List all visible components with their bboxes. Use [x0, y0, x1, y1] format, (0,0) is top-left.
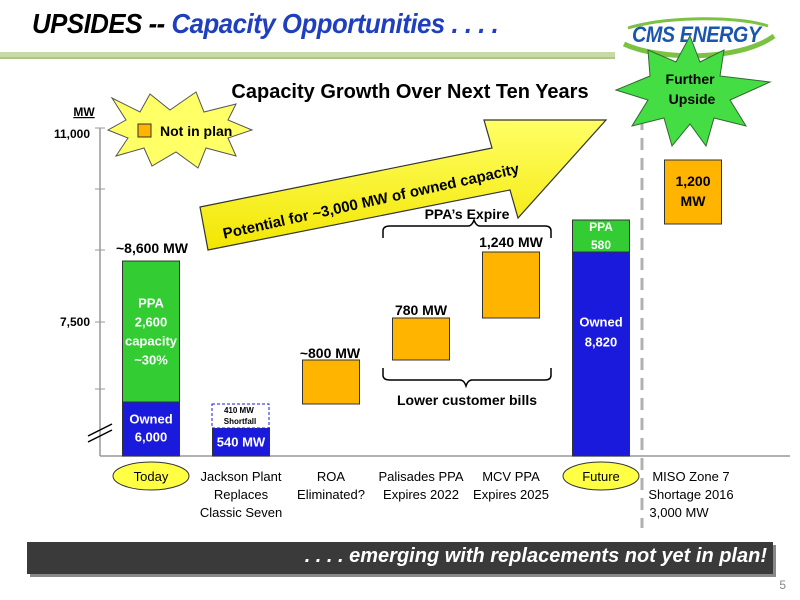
- bar-today-ppa: [122, 260, 180, 403]
- cms-energy-logo: CMS ENERGY: [618, 14, 780, 62]
- bar-today-owned-label: Owned 6,000: [129, 412, 172, 445]
- logo-text: CMS ENERGY: [632, 22, 761, 47]
- category-label-1: Jackson Plant Replaces Classic Seven: [200, 469, 282, 520]
- bar-miso-label: 1,200 MW: [675, 173, 710, 209]
- category-highlight-5: [562, 461, 640, 491]
- potential-arrow: Potential for ~3,000 MW of owned capacit…: [199, 119, 608, 251]
- axis-break-1: [87, 423, 113, 437]
- bar-today-ppa-label-line: PPA: [138, 296, 164, 311]
- further-upside-line-1: Further: [666, 71, 716, 87]
- bar-future-owned-label-line: 8,820: [585, 335, 618, 350]
- chart-title: Capacity Growth Over Next Ten Years: [231, 81, 588, 103]
- category-label-line: Expires 2022: [383, 487, 459, 502]
- shortfall-label: 410 MW Shortfall: [224, 406, 256, 426]
- logo-swoosh-icon: [622, 17, 776, 59]
- y-tick-label-11000: 11,000: [54, 127, 90, 141]
- bar-today-owned-label-line: Owned: [129, 412, 172, 427]
- page-title: UPSIDES -- Capacity Opportunities . . . …: [32, 8, 499, 40]
- legend-swatch: [137, 123, 152, 138]
- category-label-line: Replaces: [214, 487, 269, 502]
- category-labels: Today Jackson Plant Replaces Classic Seven R…: [112, 461, 734, 520]
- title-rule: [0, 52, 615, 59]
- bar-miso-label-line: MW: [681, 193, 707, 209]
- capacity-chart: Capacity Growth Over Next Ten Years MW 1…: [54, 34, 790, 528]
- page-number: 5: [779, 578, 786, 592]
- ppa-expire-label: PPA’s Expire: [425, 206, 510, 222]
- category-label-4: MCV PPA Expires 2025: [473, 469, 549, 502]
- bar-mcv: [482, 251, 540, 319]
- category-label-line: Jackson Plant: [201, 469, 282, 484]
- category-label-0: Today: [134, 469, 169, 484]
- bar-miso: [664, 159, 722, 225]
- bar-today-owned: [122, 401, 180, 457]
- bar-future-owned-label: Owned 8,820: [579, 315, 622, 350]
- footer-banner: . . . . emerging with replacements not y…: [27, 542, 773, 574]
- bar-today-ppa-label: PPA 2,600 capacity ~30%: [125, 296, 178, 368]
- shortfall-box: [211, 403, 270, 429]
- y-tick-label-7500: 7,500: [60, 315, 90, 329]
- bar-future-ppa-label: PPA 580: [589, 220, 613, 252]
- category-label-line: 3,000 MW: [649, 505, 709, 520]
- title-part-1: UPSIDES --: [32, 8, 165, 39]
- bar-roa: [302, 359, 360, 405]
- bars-group: Owned 6,000 PPA 2,600 capacity ~30% 540 MW Owne…: [122, 159, 722, 457]
- category-label-line: Future: [582, 469, 620, 484]
- title-rule-line: [0, 57, 615, 59]
- bar-today-ppa-label-line: ~30%: [134, 353, 168, 368]
- bar-miso-label-line: 1,200: [675, 173, 710, 189]
- category-label-line: Palisades PPA: [378, 469, 463, 484]
- y-axis-label: MW: [73, 105, 95, 119]
- lower-bills-label: Lower customer bills: [397, 392, 537, 408]
- category-label-5: Future: [582, 469, 620, 484]
- bar-future-ppa: [572, 219, 630, 253]
- bar-today-owned-label-line: 6,000: [135, 430, 168, 445]
- category-highlight-0: [112, 461, 190, 491]
- today-total-label: ~8,600 MW: [116, 240, 189, 256]
- category-label-line: ROA: [317, 469, 346, 484]
- category-label-6: MISO Zone 7 Shortage 2016 3,000 MW: [648, 469, 733, 520]
- legend-label: Not in plan: [160, 123, 232, 139]
- bar-jackson-label: 540 MW: [217, 435, 266, 450]
- footer-text: . . . . emerging with replacements not y…: [304, 545, 767, 567]
- category-label-line: Today: [134, 469, 169, 484]
- bar-future-owned-label-line: Owned: [579, 315, 622, 330]
- shortfall-line-1: 410 MW: [224, 406, 254, 415]
- bar-palisades: [392, 317, 450, 361]
- further-upside-shape: [614, 34, 772, 148]
- bar-future-owned: [572, 251, 630, 457]
- further-upside-line-2: Upside: [669, 91, 716, 107]
- palisades-total-label: 780 MW: [395, 302, 448, 318]
- bar-jackson: [212, 427, 270, 457]
- category-label-line: MCV PPA: [482, 469, 540, 484]
- bar-future-ppa-label-line: PPA: [589, 220, 613, 234]
- category-label-line: Expires 2025: [473, 487, 549, 502]
- lower-bills-bracket: [382, 368, 552, 389]
- category-label-line: Eliminated?: [297, 487, 365, 502]
- axis-break-2: [87, 429, 113, 443]
- bar-today-ppa-label-line: capacity: [125, 334, 178, 349]
- category-label-line: Shortage 2016: [648, 487, 733, 502]
- bar-today-ppa-label-line: 2,600: [135, 315, 168, 330]
- further-upside-label: Further Upside: [666, 71, 719, 107]
- title-part-2: Capacity Opportunities . . . .: [171, 8, 499, 39]
- arrow-shape: [199, 119, 608, 251]
- bar-jackson-label-line: 540 MW: [217, 435, 266, 450]
- category-label-line: MISO Zone 7: [652, 469, 729, 484]
- roa-total-label: ~800 MW: [300, 345, 361, 361]
- legend-burst-shape: [106, 91, 254, 169]
- ppa-expire-bracket: [382, 217, 552, 238]
- shortfall-line-2: Shortfall: [224, 417, 256, 426]
- bar-future-ppa-label-line: 580: [591, 238, 611, 252]
- category-label-2: ROA Eliminated?: [297, 469, 365, 502]
- legend-burst: Not in plan: [106, 91, 254, 169]
- category-label-3: Palisades PPA Expires 2022: [378, 469, 463, 502]
- further-upside-burst: Further Upside: [614, 34, 772, 148]
- category-label-line: Classic Seven: [200, 505, 282, 520]
- mcv-total-label: 1,240 MW: [479, 234, 544, 250]
